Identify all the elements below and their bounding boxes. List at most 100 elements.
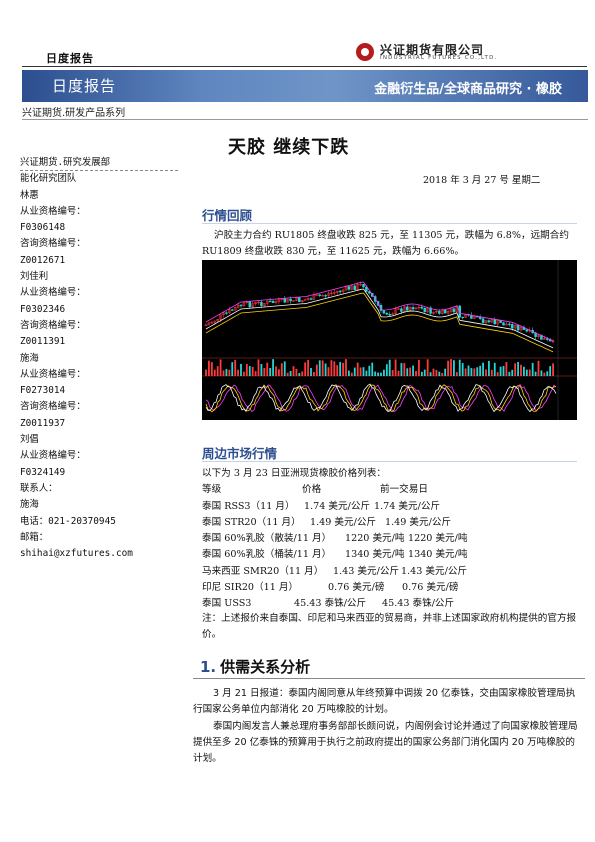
sidebar-line: 从业资格编号： [20, 450, 86, 462]
volume-bar [400, 363, 403, 376]
candle-body [239, 304, 243, 307]
candle-body [303, 299, 307, 301]
volume-bar [453, 360, 455, 376]
sidebar-line: Z0012671 [20, 254, 66, 266]
volume-bar [257, 359, 260, 376]
volume-bar [549, 366, 552, 376]
table-cell: 泰国 60%乳胶（桶装/11 月） [202, 549, 332, 561]
candle-body [481, 318, 485, 323]
candle-body [484, 320, 488, 323]
candle-body [408, 307, 412, 311]
volume-bar [222, 370, 225, 376]
header-banner: 日度报告 金融衍生品/全球商品研究 · 橡胶 [22, 70, 588, 102]
volume-bar [321, 360, 324, 376]
volume-bar [438, 371, 441, 376]
candle-body [277, 299, 281, 302]
candle-body [333, 292, 336, 294]
table-cell: 1.43 美元/公斤 [333, 565, 400, 577]
volume-bar [461, 363, 464, 376]
table-cell: 1.74 美元/公斤 [304, 500, 371, 512]
sidebar-email[interactable]: shihai@xzfutures.com [20, 548, 133, 560]
candle-body [362, 284, 365, 288]
banner-report-type: 日度报告 [52, 77, 117, 95]
sidebar-phone: 电话：021-20370945 [20, 515, 116, 527]
sidebar-line: 林惠 [20, 189, 39, 201]
volume-bar [546, 371, 549, 376]
volume-bar [313, 372, 315, 376]
volume-bar [219, 359, 222, 376]
volume-bar [505, 361, 508, 376]
volume-bar [444, 368, 447, 376]
sidebar-line: F0306148 [20, 222, 66, 234]
volume-bar [310, 367, 312, 376]
report-date: 2018 年 3 月 27 号 星期二 [423, 175, 541, 186]
candle-body [356, 284, 359, 290]
volume-bar [412, 365, 414, 376]
volume-bar [455, 372, 458, 376]
volume-bar [280, 363, 283, 376]
candle-body [254, 302, 257, 304]
volume-bar [520, 364, 522, 376]
candle-body [321, 295, 324, 297]
chart-volume [205, 359, 554, 376]
candle-body [423, 308, 426, 313]
section-rule [202, 461, 577, 462]
volume-bar [476, 367, 479, 376]
volume-bar [490, 369, 493, 376]
volume-bar [228, 369, 231, 376]
candle-body [353, 285, 356, 290]
sidebar-line: 咨询资格编号： [20, 319, 86, 331]
table-cell: 1.74 美元/公斤 [374, 500, 441, 512]
oscillator-line [205, 383, 557, 413]
candle-body [289, 298, 292, 302]
report-type-label: 日度报告 [46, 52, 94, 65]
moving-average-line [205, 288, 554, 349]
body-paragraph: 泰国内阁发言人兼总理府事务部部长颇问说，内阁例会讨论并通过了向国家橡胶管理局提供… [193, 721, 578, 765]
candle-body [336, 290, 339, 293]
volume-bar [450, 359, 452, 376]
table-cell: 1340 美元/吨 [345, 549, 405, 561]
table-cell: 泰国 60%乳胶（散装/11 月） [202, 533, 332, 545]
volume-bar [385, 364, 388, 376]
volume-bar [380, 372, 382, 376]
volume-bar [210, 362, 213, 376]
sidebar-line: F0302346 [20, 303, 66, 315]
volume-bar [327, 367, 330, 376]
volume-bar [345, 359, 347, 376]
volume-bar [283, 361, 286, 376]
volume-bar [245, 363, 248, 376]
sidebar-line: 从业资格编号： [20, 287, 86, 299]
candle-body [327, 293, 330, 296]
column-header: 等级 [202, 484, 222, 496]
sidebar-line: 兴证期货.研究发展部 [20, 157, 111, 168]
volume-bar [260, 364, 263, 376]
volume-bar [348, 370, 350, 376]
candle-body [487, 320, 491, 323]
candle-body [420, 306, 424, 309]
oscillator-line [205, 383, 557, 413]
volume-bar [488, 360, 490, 376]
sidebar-rule [20, 170, 178, 171]
table-cell: 0.76 美元/磅 [402, 582, 459, 594]
volume-bar [237, 369, 239, 376]
company-name-cn: 兴证期货有限公司 [380, 43, 485, 57]
chart-candles [204, 281, 555, 353]
candle-body [391, 313, 394, 316]
candle-body [519, 326, 523, 331]
candle-body [330, 292, 333, 294]
page-title: 天胶 继续下跌 [228, 137, 350, 158]
candle-body [341, 289, 345, 292]
price-chart [202, 260, 577, 420]
volume-bar [523, 366, 525, 376]
candle-body [435, 311, 438, 313]
volume-bar [441, 372, 444, 376]
volume-bar [409, 367, 412, 376]
candle-body [222, 312, 225, 315]
volume-bar [537, 360, 540, 376]
candle-body [207, 322, 211, 326]
volume-bar [339, 362, 342, 376]
series-rule [22, 119, 588, 120]
volume-bar [368, 365, 371, 376]
volume-bar [243, 371, 245, 376]
table-cell: 0.76 美元/磅 [328, 582, 385, 594]
